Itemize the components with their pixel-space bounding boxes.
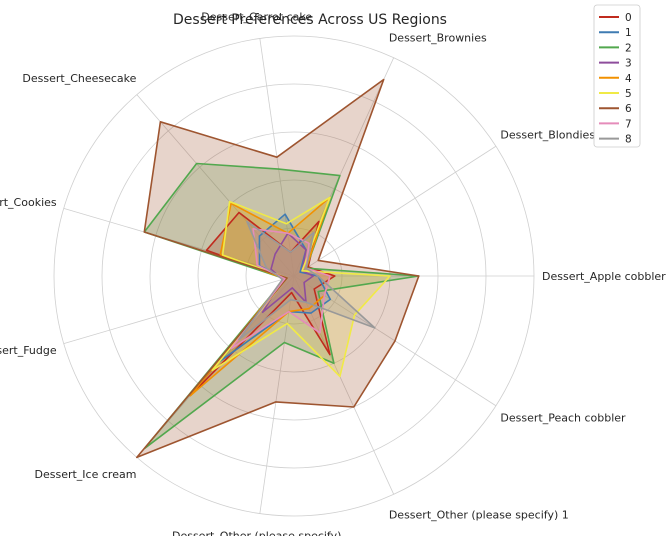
grid-spoke [259,275,295,514]
legend-label-1: 1 [625,27,632,39]
series-fills [136,79,419,458]
category-label: Dessert_Blondies [500,128,595,141]
series-8-line [238,220,376,341]
category-label: Dessert_Carrot cake [201,11,312,24]
grid-spoke [293,145,497,277]
category-label: Dessert_Cookies [0,196,57,209]
grid-spoke [63,208,295,277]
series-7-area [231,228,330,349]
legend-label-8: 8 [625,134,632,146]
series-0-area [190,212,335,396]
legend-label-4: 4 [625,73,632,85]
grid-spoke [293,57,395,277]
grid-spoke [63,275,295,344]
category-label: Dessert_Other (please specify) [172,529,341,536]
legend-label-5: 5 [625,88,632,100]
category-label: Dessert_Other (please specify) 1 [389,508,569,521]
category-label: Dessert_Brownies [389,32,487,45]
category-label: Dessert_Ice cream [35,468,137,481]
legend: 0 1 2 3 4 5 6 7 8 [593,4,641,148]
legend-label-3: 3 [625,58,632,70]
category-label: Dessert_Apple cobbler [542,270,666,283]
legend-label-7: 7 [625,118,632,130]
category-label: Dessert_Peach cobbler [500,412,626,425]
series-6-line [136,78,420,459]
category-labels: Dessert_Apple cobbler Dessert_Blondies Des… [0,11,666,536]
series-5-line [211,196,391,378]
series-1-area [220,214,331,362]
legend-label-6: 6 [625,103,632,115]
category-label: Dessert_Cheesecake [22,72,136,85]
chart-title: Dessert Preferences Across US Regions [173,12,447,28]
grid-spoke [136,94,295,277]
legend-frame [593,4,641,148]
legend-label-0: 0 [625,12,632,24]
series-lines [136,78,420,459]
series-6-area [136,79,419,458]
legend-label-2: 2 [625,42,632,54]
category-label: Dessert_Fudge [0,344,57,357]
